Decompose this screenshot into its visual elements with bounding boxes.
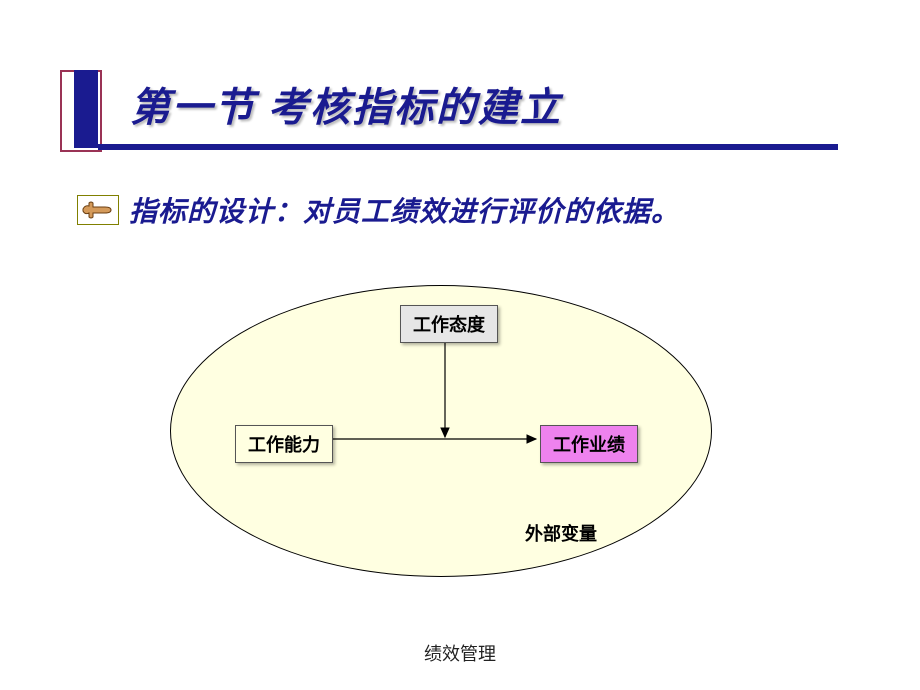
node-attitude-label: 工作态度 xyxy=(413,315,485,335)
diagram-container: 工作态度 工作能力 工作业绩 外部变量 xyxy=(170,285,710,575)
slide-title-block: 第一节 考核指标的建立 xyxy=(60,70,860,150)
title-underline xyxy=(98,144,838,150)
subtitle-line: 指标的设计：对员工绩效进行评价的依据。 xyxy=(77,190,680,230)
node-ability: 工作能力 xyxy=(235,425,333,463)
node-result: 工作业绩 xyxy=(540,425,638,463)
node-ability-label: 工作能力 xyxy=(248,435,320,455)
node-attitude: 工作态度 xyxy=(400,305,498,343)
slide-title: 第一节 考核指标的建立 xyxy=(130,75,562,133)
external-variable-text: 外部变量 xyxy=(525,524,597,544)
subtitle-text: 指标的设计：对员工绩效进行评价的依据。 xyxy=(129,190,680,230)
node-result-label: 工作业绩 xyxy=(553,435,625,455)
title-bar-fill xyxy=(74,70,98,148)
external-variable-label: 外部变量 xyxy=(525,520,597,546)
pointing-hand-icon xyxy=(77,195,119,225)
slide-footer: 绩效管理 xyxy=(0,640,920,666)
